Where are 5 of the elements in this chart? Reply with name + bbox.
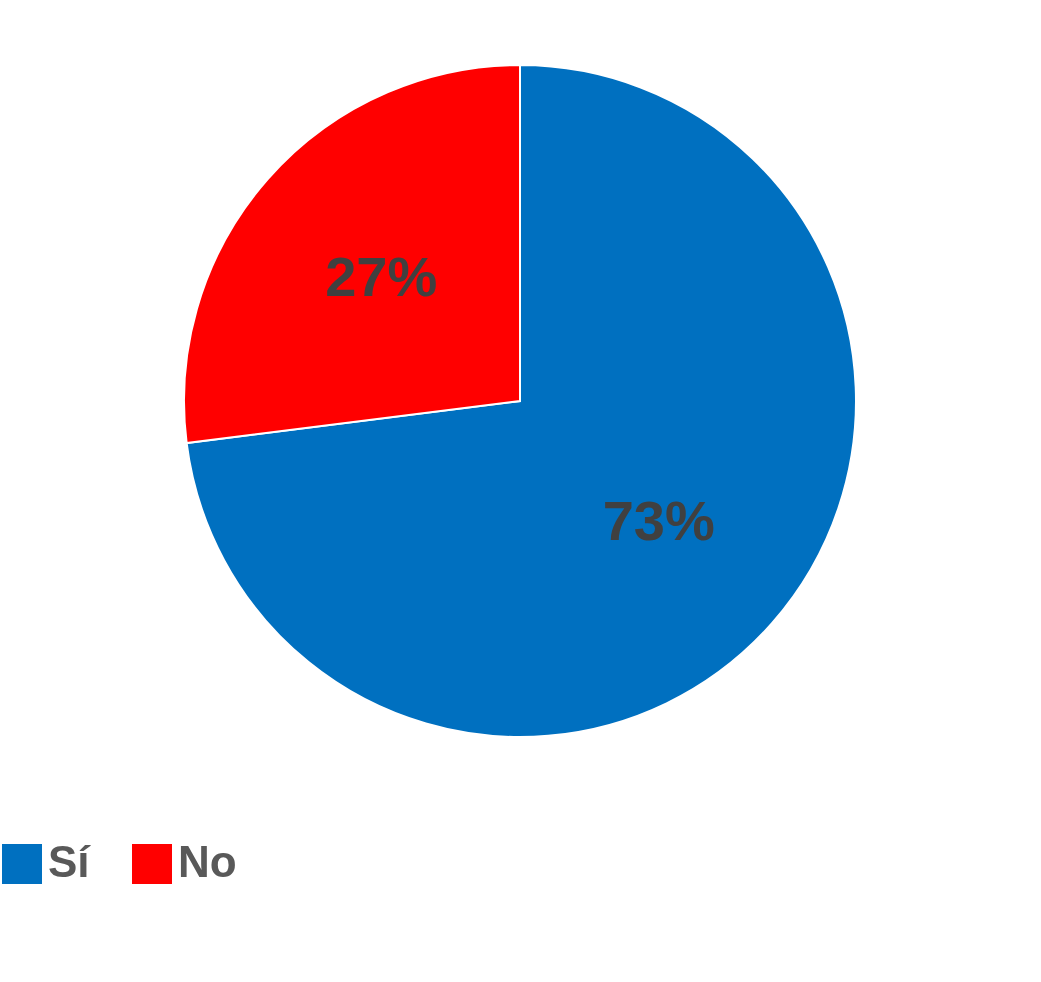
data-label: 73% — [602, 489, 715, 553]
legend-label: No — [178, 837, 237, 886]
legend-label: Sí — [48, 837, 92, 886]
data-label: 27% — [325, 244, 438, 308]
pie-slice — [185, 64, 857, 738]
